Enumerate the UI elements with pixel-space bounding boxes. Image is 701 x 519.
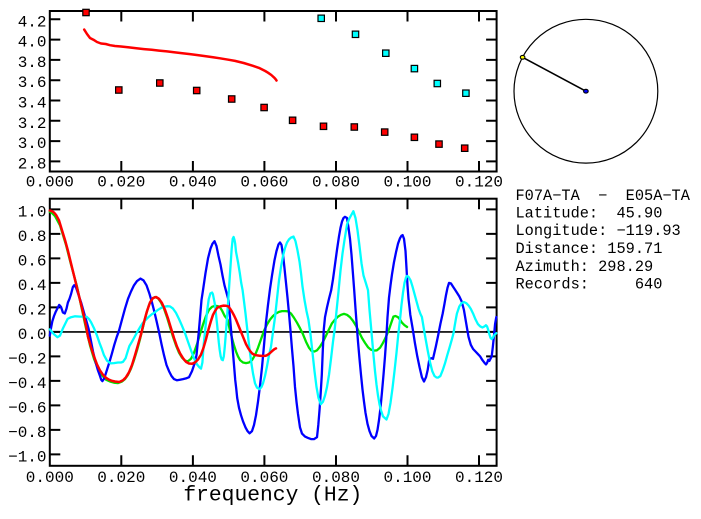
svg-text:0.6: 0.6	[18, 252, 47, 270]
svg-text:3.0: 3.0	[18, 135, 47, 153]
svg-text:F07A−TA − E05A−TA: F07A−TA − E05A−TA	[516, 187, 691, 205]
svg-text:0.040: 0.040	[169, 173, 217, 191]
svg-text:Records: 640: Records: 640	[516, 275, 663, 293]
svg-text:3.6: 3.6	[18, 74, 47, 92]
svg-text:0.040: 0.040	[169, 469, 217, 487]
svg-text:3.2: 3.2	[18, 115, 47, 133]
svg-text:0.060: 0.060	[240, 173, 288, 191]
svg-text:0.120: 0.120	[455, 173, 503, 191]
svg-text:Distance: 159.71: Distance: 159.71	[516, 240, 663, 258]
svg-text:−0.8: −0.8	[8, 424, 46, 442]
svg-text:0.020: 0.020	[97, 173, 145, 191]
svg-text:3.8: 3.8	[18, 54, 47, 72]
svg-text:0.100: 0.100	[383, 469, 431, 487]
svg-text:Latitude: 45.90: Latitude: 45.90	[516, 204, 663, 222]
svg-text:−0.6: −0.6	[8, 399, 46, 417]
svg-text:−1.0: −1.0	[8, 448, 46, 466]
svg-text:0.100: 0.100	[383, 173, 431, 191]
svg-text:4.0: 4.0	[18, 34, 47, 52]
svg-text:0.0: 0.0	[18, 326, 47, 344]
svg-text:0.060: 0.060	[240, 469, 288, 487]
svg-text:1.0: 1.0	[18, 203, 47, 221]
svg-text:0.080: 0.080	[312, 173, 360, 191]
svg-text:0.020: 0.020	[97, 469, 145, 487]
svg-text:0.4: 0.4	[18, 277, 47, 295]
svg-text:Longitude: −119.93: Longitude: −119.93	[516, 222, 681, 240]
svg-text:Azimuth: 298.29: Azimuth: 298.29	[516, 258, 654, 276]
svg-text:2.8: 2.8	[18, 155, 47, 173]
svg-text:4.2: 4.2	[18, 13, 47, 31]
svg-text:frequency (Hz): frequency (Hz)	[183, 484, 362, 508]
svg-text:3.4: 3.4	[18, 95, 47, 113]
svg-text:0.120: 0.120	[455, 469, 503, 487]
svg-text:0.8: 0.8	[18, 228, 47, 246]
svg-text:0.000: 0.000	[26, 469, 74, 487]
svg-text:−0.4: −0.4	[8, 375, 46, 393]
svg-text:0.000: 0.000	[26, 173, 74, 191]
svg-text:0.080: 0.080	[312, 469, 360, 487]
svg-text:0.2: 0.2	[18, 301, 47, 319]
svg-text:−0.2: −0.2	[8, 350, 46, 368]
